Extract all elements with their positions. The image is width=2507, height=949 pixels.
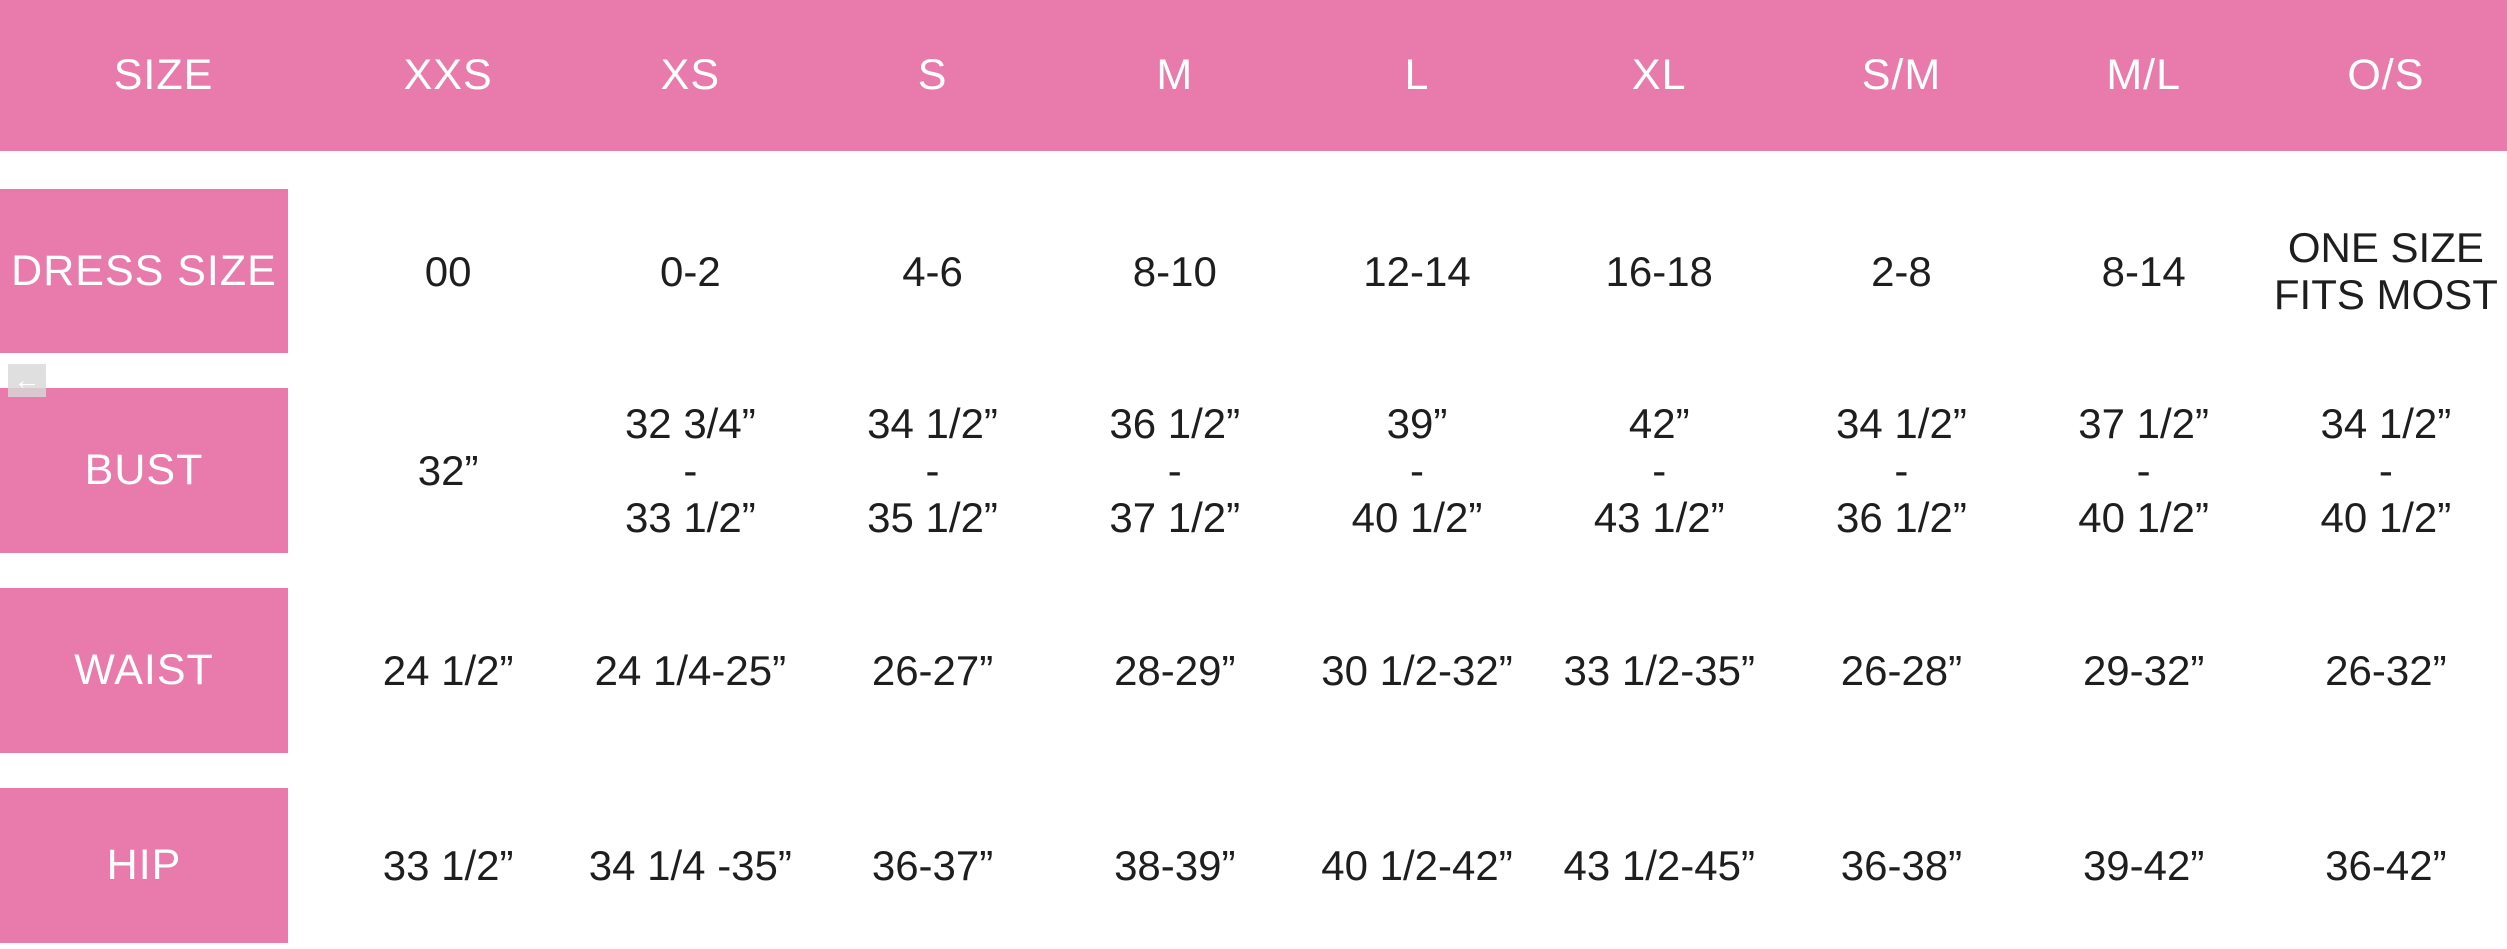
- row-label-cell: DRESS SIZE: [0, 189, 327, 353]
- table-cell: 34 1/2” - 36 1/2”: [1836, 400, 1967, 541]
- table-cell: 00: [424, 247, 472, 295]
- table-cell: 36-37”: [871, 842, 994, 889]
- table-cell: 36-38”: [1840, 842, 1963, 889]
- table-cell: 8-10: [1132, 247, 1217, 295]
- row-label-cell: BUST: [0, 388, 327, 553]
- table-row-bust: BUST 32” 32 3/4” - 33 1/2” 34 1/2” - 35 …: [0, 388, 2507, 553]
- header-cell-os: O/S: [2347, 51, 2425, 99]
- table-cell: 12-14: [1363, 247, 1471, 295]
- table-cell: 32”: [417, 447, 479, 494]
- row-label-hip: HIP: [0, 788, 288, 943]
- table-cell: 39-42”: [2082, 842, 2205, 889]
- table-cell: 42” - 43 1/2”: [1593, 400, 1725, 541]
- header-cell-l: L: [1404, 51, 1430, 99]
- table-cell: 33 1/2”: [382, 842, 514, 889]
- table-cell: 29-32”: [2082, 647, 2205, 694]
- left-arrow-icon: ←: [13, 365, 41, 395]
- header-cell-xl: XL: [1631, 51, 1687, 99]
- header-cell-sm: S/M: [1861, 51, 1942, 99]
- table-cell: 26-28”: [1840, 647, 1963, 694]
- table-cell: 26-27”: [871, 647, 994, 694]
- table-cell: 34 1/2” - 35 1/2”: [867, 400, 998, 541]
- row-label-bust: BUST: [0, 388, 288, 553]
- table-cell: ONE SIZE FITS MOST: [2273, 224, 2498, 318]
- scroll-left-button[interactable]: ←: [8, 364, 46, 397]
- table-cell: 8-14: [2101, 247, 2186, 295]
- table-cell: 37 1/2” - 40 1/2”: [2078, 400, 2210, 541]
- row-label-cell: HIP: [0, 788, 327, 943]
- table-cell: 38-39”: [1114, 842, 1236, 889]
- table-cell: 36-42”: [2325, 842, 2447, 889]
- header-cell-xs: XS: [660, 51, 721, 99]
- size-chart-header-row: SIZE XXS XS S M L XL S/M M/L O/S: [0, 0, 2507, 151]
- row-label-waist: WAIST: [0, 588, 288, 753]
- table-cell: 33 1/2-35”: [1563, 647, 1755, 694]
- header-cell-size: SIZE: [113, 51, 214, 99]
- table-cell: 39” - 40 1/2”: [1351, 400, 1483, 541]
- table-cell: 0-2: [659, 247, 721, 295]
- table-cell: 2-8: [1871, 247, 1932, 295]
- table-row-waist: WAIST 24 1/2” 24 1/4-25” 26-27” 28-29” 3…: [0, 588, 2507, 753]
- table-cell: 43 1/2-45”: [1563, 842, 1755, 889]
- header-cell-xxs: XXS: [403, 51, 493, 99]
- table-cell: 16-18: [1605, 247, 1713, 295]
- table-cell: 34 1/2” - 40 1/2”: [2320, 400, 2452, 541]
- table-cell: 24 1/2”: [382, 647, 514, 694]
- table-cell: 34 1/4 -35”: [588, 842, 792, 889]
- table-row-hip: HIP 33 1/2” 34 1/4 -35” 36-37” 38-39” 40…: [0, 788, 2507, 943]
- table-cell: 36 1/2” - 37 1/2”: [1109, 400, 1241, 541]
- table-cell: 40 1/2-42”: [1321, 842, 1513, 889]
- table-row-dress-size: DRESS SIZE 00 0-2 4-6 8-10 12-14 16-18 2…: [0, 189, 2507, 353]
- table-cell: 4-6: [902, 247, 963, 295]
- header-cell-s: S: [917, 51, 948, 99]
- table-cell: 26-32”: [2325, 647, 2447, 694]
- row-label-cell: WAIST: [0, 588, 327, 753]
- table-cell: 32 3/4” - 33 1/2”: [624, 400, 756, 541]
- row-label-dress-size: DRESS SIZE: [0, 189, 288, 353]
- table-cell: 30 1/2-32”: [1321, 647, 1513, 694]
- table-cell: 28-29”: [1114, 647, 1236, 694]
- table-cell: 24 1/4-25”: [594, 647, 787, 694]
- header-cell-ml: M/L: [2106, 51, 2181, 99]
- header-cell-m: M: [1156, 51, 1194, 99]
